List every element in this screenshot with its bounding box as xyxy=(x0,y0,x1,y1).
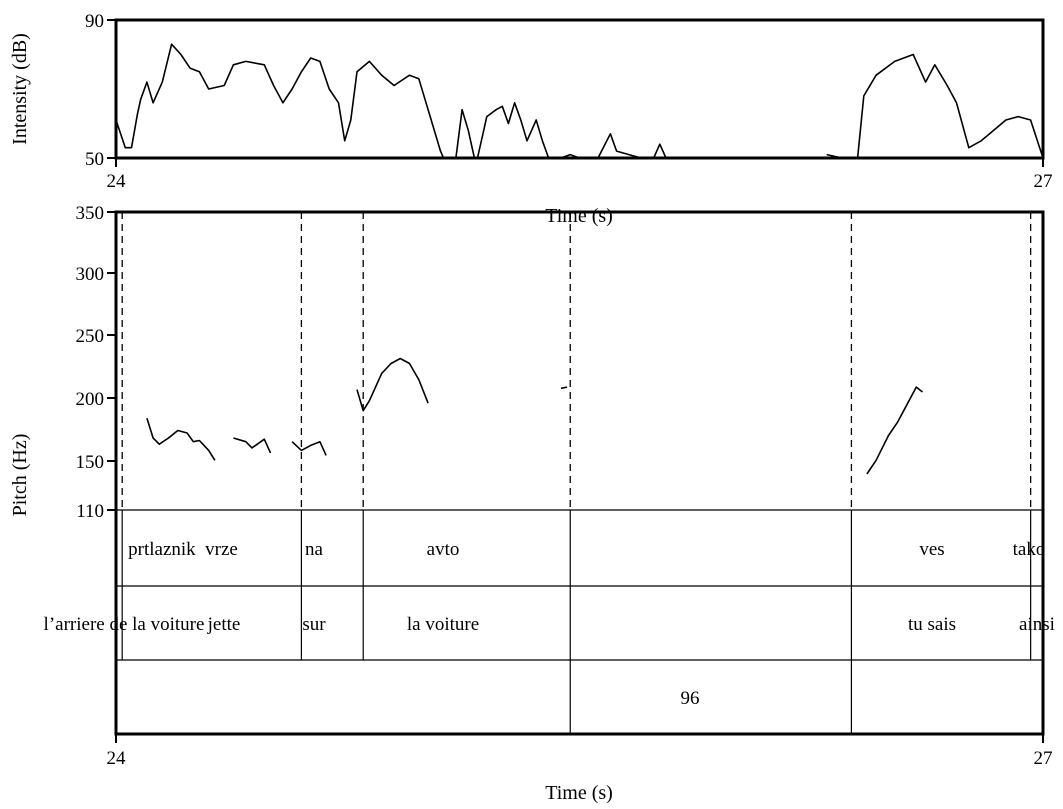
pitch-ytick-label-300: 300 xyxy=(76,264,105,285)
intensity-curve-segment-1 xyxy=(115,43,445,159)
pitch-ytick-label-200: 200 xyxy=(76,389,105,410)
intensity-curve-segment-3 xyxy=(560,133,667,159)
intensity-curve-segment-2 xyxy=(455,102,550,159)
pitch-ytick-label-110: 110 xyxy=(76,501,104,522)
tier2-label-sur: sur xyxy=(302,614,326,635)
pitch-ytick-label-350: 350 xyxy=(76,203,105,224)
tier2-label-larriere-de-la-voiture: l’arriere de la voiture xyxy=(44,614,205,635)
pitch-ytick-label-150: 150 xyxy=(76,452,105,473)
intensity-ytick-label-50: 50 xyxy=(85,149,104,170)
pitch-curve-segment-5 xyxy=(560,386,568,390)
pitch-curve xyxy=(146,357,923,475)
pitch-ylabel: Pitch (Hz) xyxy=(9,434,31,517)
pitch-curve-segment-1 xyxy=(146,417,216,461)
intensity-curve xyxy=(115,43,1044,159)
pitch-curve-segment-3 xyxy=(291,440,327,456)
intensity-frame xyxy=(114,18,1045,160)
tier1-label-tako: tako xyxy=(1013,539,1046,560)
tier3-label-pause: 96 xyxy=(681,688,700,709)
tier1-label-ves: ves xyxy=(919,539,944,560)
intensity-xtick-label-24: 24 xyxy=(107,171,127,192)
intensity-curve-segment-4 xyxy=(826,53,1044,159)
pitch-ytick-label-250: 250 xyxy=(76,326,105,347)
intensity-panel: 90 50 Intensity (dB) 24 27 Time (s) xyxy=(9,11,1053,227)
tier2-label-la-voiture: la voiture xyxy=(407,614,479,635)
tier2-label-tu-sais: tu sais xyxy=(908,614,956,635)
pitch-frame xyxy=(114,210,1045,736)
pitch-curve-segment-4 xyxy=(356,357,429,412)
intensity-ytick-label-90: 90 xyxy=(85,11,104,32)
intensity-xlabel: Time (s) xyxy=(545,205,613,227)
pitch-xtick-label-27: 27 xyxy=(1034,748,1053,769)
tier2-label-ainsi: ainsi xyxy=(1019,614,1055,635)
pitch-curve-segment-2 xyxy=(233,437,272,454)
intensity-xtick-label-27: 27 xyxy=(1034,171,1053,192)
pitch-xlabel: Time (s) xyxy=(545,782,613,804)
tier1-label-na: na xyxy=(305,539,324,560)
pitch-curve-segment-6 xyxy=(866,386,923,475)
pitch-panel: 350 300 250 200 150 110 Pitch (Hz) prtla… xyxy=(9,203,1055,804)
pitch-xtick-label-24: 24 xyxy=(107,748,127,769)
intensity-ylabel: Intensity (dB) xyxy=(9,33,31,145)
boundary-lines xyxy=(121,212,1032,734)
tier2-label-jette: jette xyxy=(207,614,241,635)
tier1-label-avto: avto xyxy=(427,539,460,560)
tier1-label-prtlaznik-vrze: prtlaznik vrze xyxy=(128,539,238,560)
